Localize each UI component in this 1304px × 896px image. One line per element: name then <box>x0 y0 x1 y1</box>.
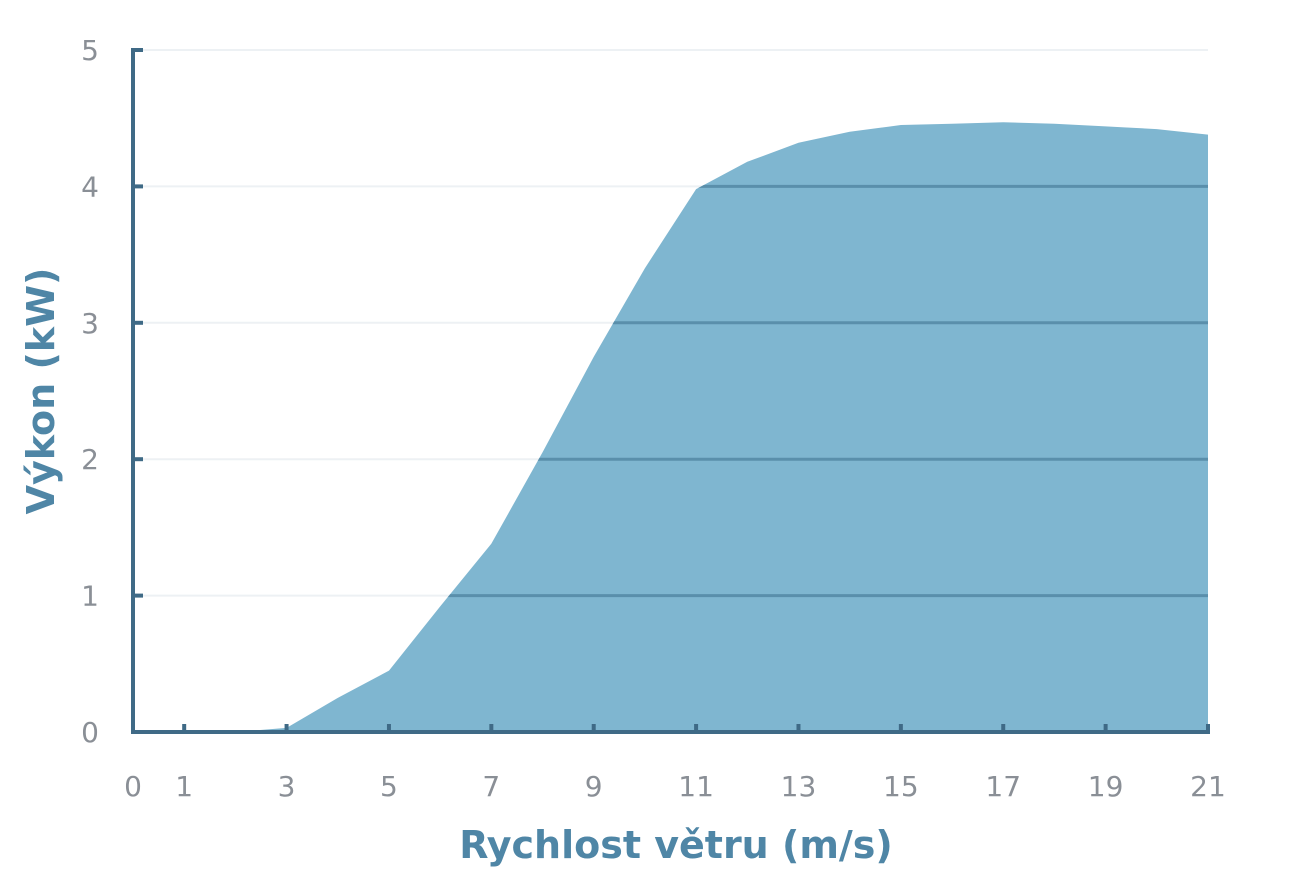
y-axis-ticks: 0 1 2 3 4 5 <box>81 34 143 749</box>
x-tick-label-1: 1 <box>175 770 193 803</box>
x-tick-label-7: 7 <box>482 770 500 803</box>
x-tick-label-0: 0 <box>124 770 142 803</box>
x-tick-label-17: 17 <box>985 770 1021 803</box>
x-tick-label-21: 21 <box>1190 770 1226 803</box>
x-axis-title: Rychlost větru (m/s) <box>459 823 893 867</box>
x-tick-label-3: 3 <box>278 770 296 803</box>
y-tick-label-3: 3 <box>81 307 99 340</box>
power-area <box>133 122 1208 733</box>
x-tick-label-13: 13 <box>781 770 817 803</box>
x-tick-label-11: 11 <box>678 770 714 803</box>
y-tick-label-4: 4 <box>81 170 99 203</box>
y-tick-label-2: 2 <box>81 443 99 476</box>
x-axis-ticks: 0 1 3 5 7 9 11 13 15 17 19 21 <box>124 724 1226 803</box>
y-tick-label-1: 1 <box>81 580 99 613</box>
x-tick-label-9: 9 <box>585 770 603 803</box>
y-tick-label-0: 0 <box>81 716 99 749</box>
x-tick-label-15: 15 <box>883 770 919 803</box>
axes <box>131 48 1210 734</box>
x-tick-label-19: 19 <box>1088 770 1124 803</box>
y-tick-label-5: 5 <box>81 34 99 67</box>
y-axis-title: Výkon (kW) <box>19 268 63 515</box>
x-tick-label-5: 5 <box>380 770 398 803</box>
